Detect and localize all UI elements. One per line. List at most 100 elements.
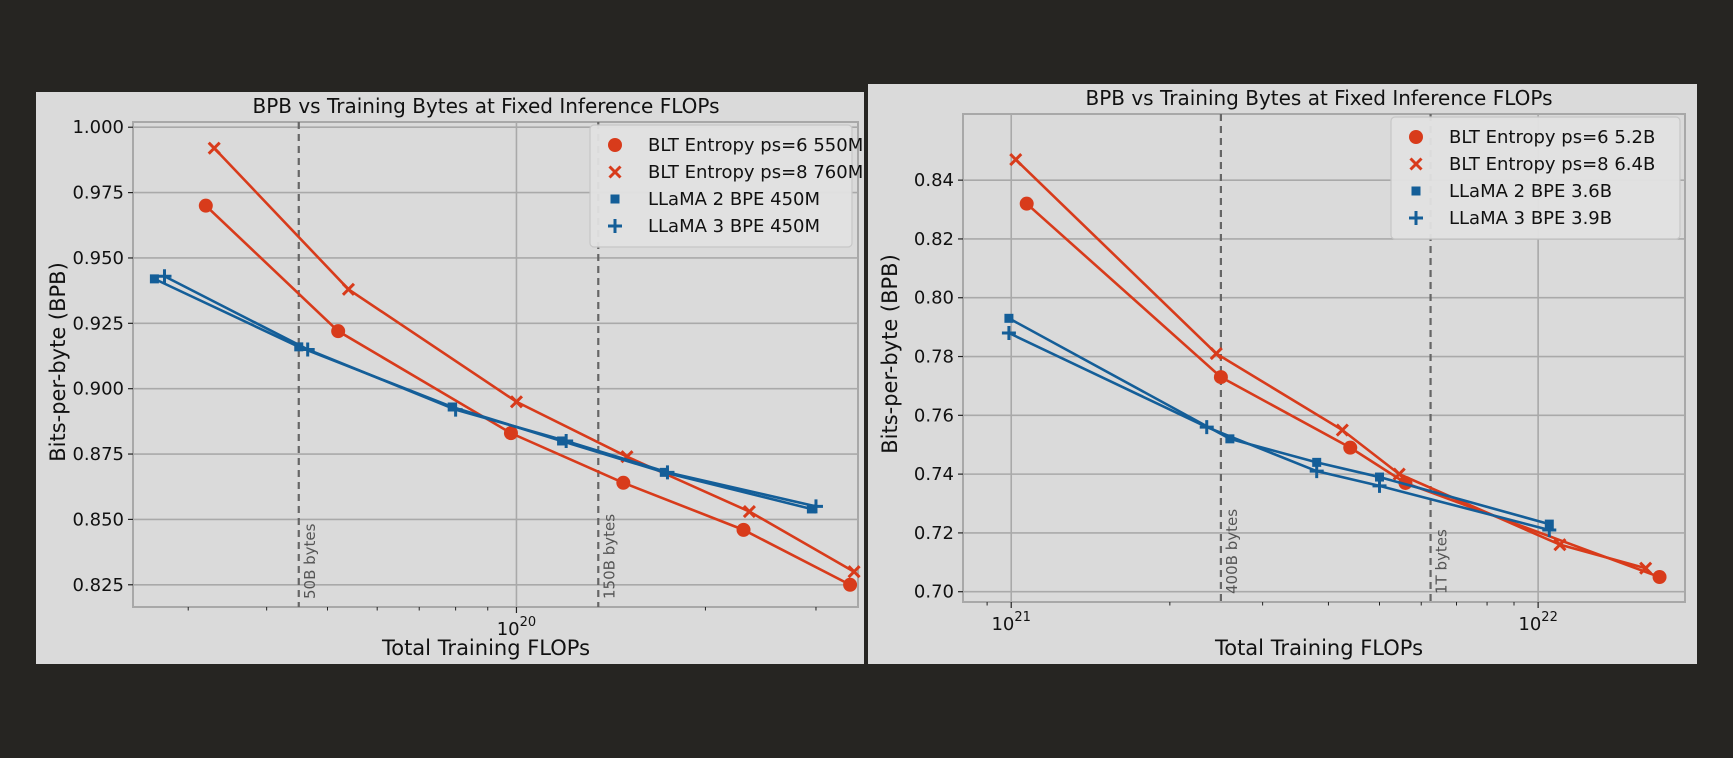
data-point bbox=[559, 433, 574, 448]
legend-marker bbox=[1409, 211, 1423, 225]
legend-label: BLT Entropy ps=8 6.4B bbox=[1449, 154, 1655, 175]
chart-title: BPB vs Training Bytes at Fixed Inference… bbox=[1085, 86, 1552, 110]
data-point bbox=[616, 475, 631, 490]
data-point bbox=[1542, 522, 1557, 537]
data-point bbox=[1009, 153, 1023, 167]
legend-box bbox=[1390, 116, 1681, 240]
legend-marker bbox=[608, 165, 622, 179]
series-line bbox=[1014, 158, 1647, 570]
data-point bbox=[1375, 472, 1385, 482]
data-point bbox=[294, 342, 304, 352]
series-line bbox=[213, 147, 855, 573]
x-axis: 1021 1022 bbox=[986, 114, 1558, 635]
data-point bbox=[847, 565, 861, 579]
legend-marker bbox=[1409, 130, 1423, 144]
x-tick-exponent: 22 bbox=[1541, 610, 1558, 625]
data-point bbox=[1309, 464, 1324, 479]
legend: BLT Entropy ps=6 550M BLT Entropy ps=8 76… bbox=[589, 124, 863, 248]
series-llama-3-bpe-3-9b bbox=[1001, 326, 1557, 537]
y-tick-label: 0.875 bbox=[72, 444, 124, 465]
series-line bbox=[163, 275, 817, 508]
data-point bbox=[1225, 434, 1235, 444]
data-point bbox=[207, 141, 221, 155]
data-point bbox=[1372, 478, 1387, 493]
data-point bbox=[1004, 313, 1014, 323]
legend-marker bbox=[1411, 186, 1421, 196]
legend-marker bbox=[608, 138, 622, 152]
legend-label: BLT Entropy ps=8 760M bbox=[648, 162, 863, 183]
data-point bbox=[1199, 420, 1214, 435]
legend-label: BLT Entropy ps=6 550M bbox=[648, 135, 863, 156]
y-tick-label: 1.000 bbox=[72, 117, 124, 138]
x-tick-exponent: 20 bbox=[520, 615, 537, 630]
x-tick-label: 1022 bbox=[1518, 610, 1557, 635]
legend-box bbox=[589, 124, 853, 248]
data-point bbox=[808, 499, 823, 514]
y-tick-label: 0.80 bbox=[914, 288, 954, 309]
data-point bbox=[1019, 196, 1034, 211]
data-point bbox=[1392, 467, 1406, 481]
data-point bbox=[1213, 370, 1228, 385]
legend-label: LLaMA 3 BPE 450M bbox=[648, 216, 820, 237]
y-tick-label: 0.900 bbox=[72, 379, 124, 400]
data-point bbox=[660, 465, 675, 480]
y-axis-label: Bits-per-byte (BPB) bbox=[878, 254, 902, 454]
data-point bbox=[1343, 440, 1358, 455]
data-point bbox=[1639, 561, 1653, 575]
x-tick-label: 1020 bbox=[497, 615, 536, 640]
y-tick-label: 0.850 bbox=[72, 509, 124, 530]
y-tick-label: 0.82 bbox=[914, 229, 954, 250]
reference-label-50b-bytes: 50B bytes bbox=[301, 523, 319, 599]
data-point bbox=[1209, 347, 1223, 361]
chart-right: BPB vs Training Bytes at Fixed Inference… bbox=[878, 86, 1686, 660]
data-point bbox=[806, 504, 816, 514]
y-tick-label: 0.72 bbox=[914, 523, 954, 544]
data-point bbox=[1335, 423, 1349, 437]
y-tick-label: 0.975 bbox=[72, 183, 124, 204]
data-point bbox=[1312, 457, 1322, 467]
data-point bbox=[331, 324, 346, 339]
x-tick-base: 10 bbox=[991, 614, 1014, 635]
reference-label-150b-bytes: 150B bytes bbox=[600, 514, 618, 599]
legend-marker bbox=[610, 194, 620, 204]
legend-marker bbox=[608, 219, 622, 233]
y-tick-label: 0.84 bbox=[914, 170, 954, 191]
y-axis: 0.70 0.72 0.74 0.76 0.78 0.80 0.82 0.84 bbox=[914, 170, 1685, 603]
data-point bbox=[300, 342, 315, 357]
series-blt-entropy-ps-8-6-4b bbox=[1009, 153, 1653, 575]
x-axis: 1020 bbox=[187, 122, 817, 640]
data-point bbox=[1553, 538, 1567, 552]
x-axis-label: Total Training FLOPs bbox=[381, 636, 590, 660]
data-point bbox=[149, 274, 159, 284]
chart-title: BPB vs Training Bytes at Fixed Inference… bbox=[252, 94, 719, 118]
series-line bbox=[204, 204, 851, 586]
data-point bbox=[509, 395, 524, 409]
series-blt-entropy-ps-6-550m bbox=[198, 198, 858, 592]
y-axis-label: Bits-per-byte (BPB) bbox=[46, 262, 70, 462]
data-point bbox=[742, 505, 756, 519]
legend-label: LLaMA 2 BPE 450M bbox=[648, 189, 820, 210]
y-tick-label: 0.950 bbox=[72, 248, 124, 269]
x-tick-base: 10 bbox=[1518, 614, 1541, 635]
legend: BLT Entropy ps=6 5.2B BLT Entropy ps=8 6.… bbox=[1390, 116, 1681, 240]
legend-label: LLaMA 3 BPE 3.9B bbox=[1449, 208, 1612, 229]
chart-panel-left: BPB vs Training Bytes at Fixed Inference… bbox=[36, 92, 864, 664]
y-tick-label: 0.74 bbox=[914, 464, 954, 485]
legend-label: BLT Entropy ps=6 5.2B bbox=[1449, 127, 1655, 148]
y-tick-label: 0.925 bbox=[72, 313, 124, 334]
legend-marker bbox=[1409, 157, 1423, 171]
y-tick-label: 0.76 bbox=[914, 405, 954, 426]
y-tick-label: 0.825 bbox=[72, 575, 124, 596]
legend-label: LLaMA 2 BPE 3.6B bbox=[1449, 181, 1612, 202]
series-blt-entropy-ps-8-760m bbox=[207, 141, 861, 579]
y-tick-label: 0.70 bbox=[914, 582, 954, 603]
data-point bbox=[157, 269, 172, 284]
y-tick-label: 0.78 bbox=[914, 347, 954, 368]
data-point bbox=[341, 282, 356, 296]
reference-label-1t-bytes: 1T bytes bbox=[1433, 529, 1451, 594]
y-axis: 0.825 0.850 0.875 0.900 0.925 0.950 0.975 1.000 bbox=[72, 117, 858, 596]
data-point bbox=[1652, 570, 1667, 585]
x-tick-label: 1021 bbox=[991, 610, 1030, 635]
chart-panel-right: BPB vs Training Bytes at Fixed Inference… bbox=[868, 84, 1697, 664]
series-llama-3-bpe-450m bbox=[157, 269, 823, 514]
